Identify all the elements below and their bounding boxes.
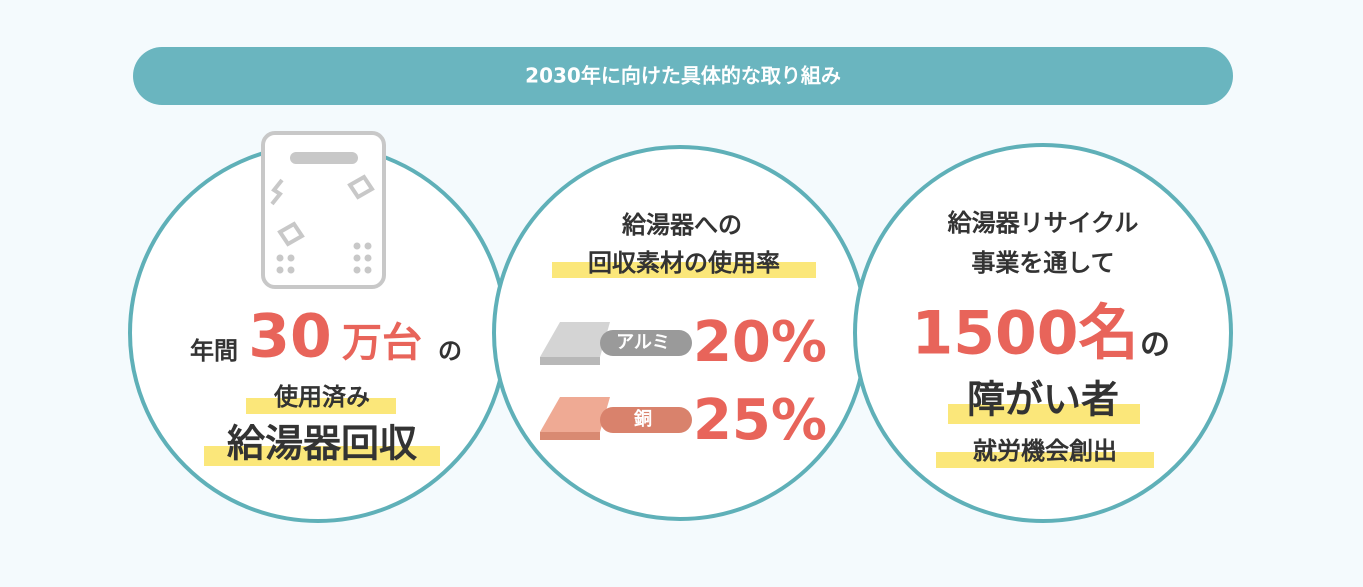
number: 1500名	[912, 299, 1139, 369]
header-title: 2030年に向けた具体的な取り組み	[525, 64, 841, 88]
highlight	[948, 404, 1140, 424]
label: の	[438, 337, 462, 365]
material-label: アルミ	[616, 332, 670, 353]
header-pill	[133, 47, 1233, 105]
unit: 万台	[342, 320, 422, 366]
label: の	[1140, 328, 1170, 363]
label: 障がい者	[967, 378, 1119, 422]
label: 就労機会創出	[973, 437, 1117, 465]
rate: 20%	[693, 310, 827, 375]
label: 年間	[190, 337, 238, 365]
label: 給湯器回収	[227, 422, 418, 466]
highlight	[204, 446, 440, 466]
rate: 25%	[693, 388, 827, 453]
copper-slab	[540, 397, 692, 440]
aluminium-slab	[540, 322, 692, 365]
highlight	[246, 398, 396, 414]
heater-icon	[261, 131, 386, 289]
label: 使用済み	[273, 383, 370, 411]
material-label: 銅	[633, 408, 652, 430]
highlight	[552, 262, 816, 278]
label: 事業を通して	[971, 249, 1114, 277]
label: 給湯器への	[621, 211, 742, 239]
label: 回収素材の使用率	[588, 249, 780, 277]
circles	[128, 143, 1233, 523]
number: 30	[248, 302, 332, 372]
highlight	[936, 452, 1154, 468]
circle	[853, 143, 1233, 523]
label: 給湯器リサイクル	[947, 209, 1139, 237]
